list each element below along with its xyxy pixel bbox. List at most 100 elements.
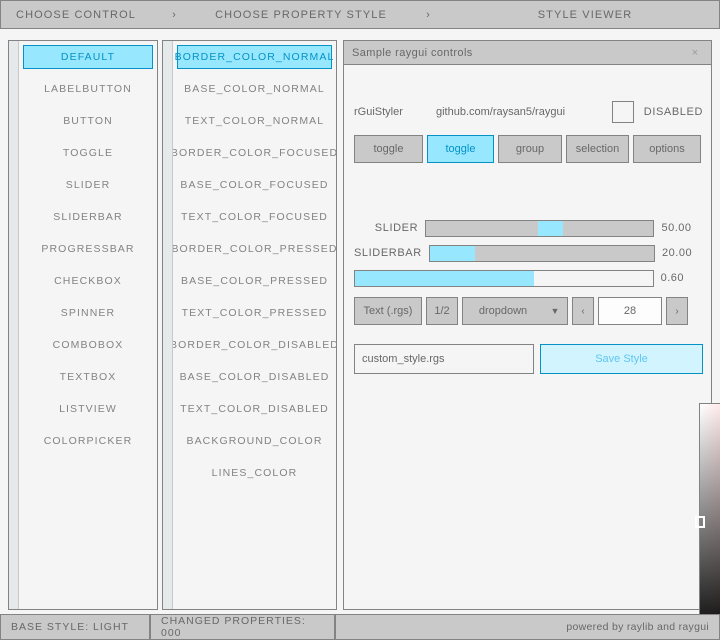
property-item-base_color_disabled[interactable]: BASE_COLOR_DISABLED [177, 365, 332, 389]
property-item-label: TEXT_COLOR_NORMAL [184, 115, 325, 127]
property-item-text_color_focused[interactable]: TEXT_COLOR_FOCUSED [177, 205, 332, 229]
property-list-items: BORDER_COLOR_NORMAL BASE_COLOR_NORMAL TEXT… [173, 41, 336, 609]
toggle-button-0[interactable]: toggle [354, 135, 423, 163]
sliderbar-label: SLIDERBAR [354, 247, 422, 259]
chevron-right-icon: › [172, 8, 176, 21]
property-item-label: BASE_COLOR_FOCUSED [180, 179, 329, 191]
control-item-label: COMBOBOX [52, 339, 124, 351]
dropdown-value: dropdown [478, 305, 528, 317]
toggle-group: toggle toggle group selection options [354, 135, 701, 163]
control-item-listview[interactable]: LISTVIEW [23, 397, 153, 421]
property-item-label: BASE_COLOR_PRESSED [180, 275, 328, 287]
breadcrumb-style-viewer[interactable]: STYLE VIEWER [537, 8, 633, 21]
property-item-lines_color[interactable]: LINES_COLOR [177, 461, 332, 485]
control-item-colorpicker[interactable]: COLORPICKER [23, 429, 153, 453]
control-item-label: TEXTBOX [59, 371, 117, 383]
property-item-label: BACKGROUND_COLOR [186, 435, 323, 447]
save-style-button[interactable]: Save Style [540, 344, 703, 374]
control-item-progressbar[interactable]: PROGRESSBAR [23, 237, 153, 261]
control-item-default[interactable]: DEFAULT [23, 45, 153, 69]
progressbar-row: 0.60 [354, 269, 703, 287]
spinner-decrement-button[interactable]: ‹ [572, 297, 594, 325]
control-item-button[interactable]: BUTTON [23, 109, 153, 133]
toggle-button-label: options [649, 143, 685, 155]
property-item-border_color_focused[interactable]: BORDER_COLOR_FOCUSED [173, 141, 336, 165]
property-item-base_color_normal[interactable]: BASE_COLOR_NORMAL [177, 77, 332, 101]
color-picker-cursor[interactable] [695, 516, 705, 528]
property-list-scrollbar[interactable] [163, 41, 173, 609]
control-item-checkbox[interactable]: CHECKBOX [23, 269, 153, 293]
filename-input[interactable]: custom_style.rgs [354, 344, 534, 374]
save-row: custom_style.rgs Save Style [354, 344, 703, 374]
property-item-border_color_normal[interactable]: BORDER_COLOR_NORMAL [175, 45, 333, 69]
control-item-label: LISTVIEW [59, 403, 117, 415]
slider-track[interactable] [425, 219, 655, 237]
control-list-items: DEFAULT LABELBUTTON BUTTON TOGGLE SLIDER SLID… [19, 41, 157, 609]
toggle-button-1[interactable]: toggle [427, 135, 494, 163]
dropdown-select[interactable]: dropdown ▼ [462, 297, 568, 325]
progressbar-track[interactable] [354, 269, 654, 287]
toggle-button-2[interactable]: group [498, 135, 562, 163]
half-toggle-button[interactable]: 1/2 [426, 297, 458, 325]
breadcrumb-choose-control[interactable]: CHOOSE CONTROL [16, 8, 136, 21]
misc-controls-row: Text (.rgs) 1/2 dropdown ▼ ‹ 28 › [354, 297, 688, 325]
spinner-value-input[interactable]: 28 [598, 297, 662, 325]
property-item-base_color_pressed[interactable]: BASE_COLOR_PRESSED [177, 269, 332, 293]
property-item-text_color_pressed[interactable]: TEXT_COLOR_PRESSED [177, 301, 332, 325]
status-bar: BASE STYLE: LIGHT CHANGED PROPERTIES: 00… [0, 614, 720, 640]
property-item-text_color_normal[interactable]: TEXT_COLOR_NORMAL [177, 109, 332, 133]
control-item-label: BUTTON [63, 115, 113, 127]
control-item-sliderbar[interactable]: SLIDERBAR [23, 205, 153, 229]
property-item-label: BASE_COLOR_NORMAL [184, 83, 325, 95]
window-body: rGuiStyler github.com/raysan5/raygui DIS… [344, 65, 720, 640]
slider-label: SLIDER [374, 222, 419, 234]
text-rgs-button[interactable]: Text (.rgs) [354, 297, 422, 325]
progressbar-fill [355, 270, 534, 286]
close-icon[interactable]: × [691, 46, 699, 59]
control-list-scrollbar[interactable] [9, 41, 19, 609]
property-item-base_color_focused[interactable]: BASE_COLOR_FOCUSED [177, 173, 332, 197]
color-picker-sv-area[interactable] [695, 403, 720, 640]
toggle-button-4[interactable]: options [633, 135, 701, 163]
disabled-checkbox[interactable] [611, 101, 634, 123]
control-item-labelbutton[interactable]: LABELBUTTON [23, 77, 153, 101]
repo-link[interactable]: github.com/raysan5/raygui [436, 106, 566, 118]
control-item-label: SLIDERBAR [53, 211, 123, 223]
property-item-border_color_disabled[interactable]: BORDER_COLOR_DISABLED [173, 333, 336, 357]
control-item-slider[interactable]: SLIDER [23, 173, 153, 197]
control-item-label: CHECKBOX [54, 275, 122, 287]
sliderbar-fill[interactable] [429, 245, 475, 261]
control-item-toggle[interactable]: TOGGLE [23, 141, 153, 165]
slider-row: SLIDER 50.00 [354, 219, 703, 237]
status-base-style: BASE STYLE: LIGHT [0, 614, 150, 640]
property-item-text_color_disabled[interactable]: TEXT_COLOR_DISABLED [177, 397, 332, 421]
status-changed-properties: CHANGED PROPERTIES: 000 [150, 614, 335, 640]
toggle-button-label: toggle [373, 143, 404, 155]
toggle-button-label: selection [575, 143, 620, 155]
control-item-spinner[interactable]: SPINNER [23, 301, 153, 325]
sample-controls-window: Sample raygui controls × rGuiStyler gith… [343, 40, 720, 640]
property-item-label: BORDER_COLOR_PRESSED [173, 243, 336, 255]
progressbar-value: 0.60 [660, 272, 685, 284]
control-item-combobox[interactable]: COMBOBOX [23, 333, 153, 357]
property-item-label: TEXT_COLOR_FOCUSED [181, 211, 328, 223]
sliderbar-value: 20.00 [662, 247, 693, 259]
links-row: rGuiStyler github.com/raysan5/raygui DIS… [354, 101, 703, 123]
window-title: Sample raygui controls [352, 46, 473, 59]
property-item-label: LINES_COLOR [211, 467, 298, 479]
disabled-checkbox-label: DISABLED [643, 106, 703, 118]
property-item-label: TEXT_COLOR_PRESSED [181, 307, 328, 319]
window-titlebar[interactable]: Sample raygui controls × [344, 41, 711, 65]
breadcrumb-choose-property-style[interactable]: CHOOSE PROPERTY STYLE [215, 8, 387, 21]
control-item-textbox[interactable]: TEXTBOX [23, 365, 153, 389]
toggle-button-3[interactable]: selection [566, 135, 629, 163]
status-powered-by: powered by raylib and raygui [335, 614, 720, 640]
slider-handle[interactable] [537, 220, 563, 236]
property-item-background_color[interactable]: BACKGROUND_COLOR [177, 429, 332, 453]
sliderbar-track[interactable] [428, 244, 656, 262]
top-toolbar: CHOOSE CONTROL › CHOOSE PROPERTY STYLE ›… [0, 0, 720, 29]
spinner-increment-button[interactable]: › [666, 297, 688, 325]
slider-value: 50.00 [661, 222, 692, 234]
control-item-label: TOGGLE [62, 147, 114, 159]
property-item-border_color_pressed[interactable]: BORDER_COLOR_PRESSED [173, 237, 336, 261]
